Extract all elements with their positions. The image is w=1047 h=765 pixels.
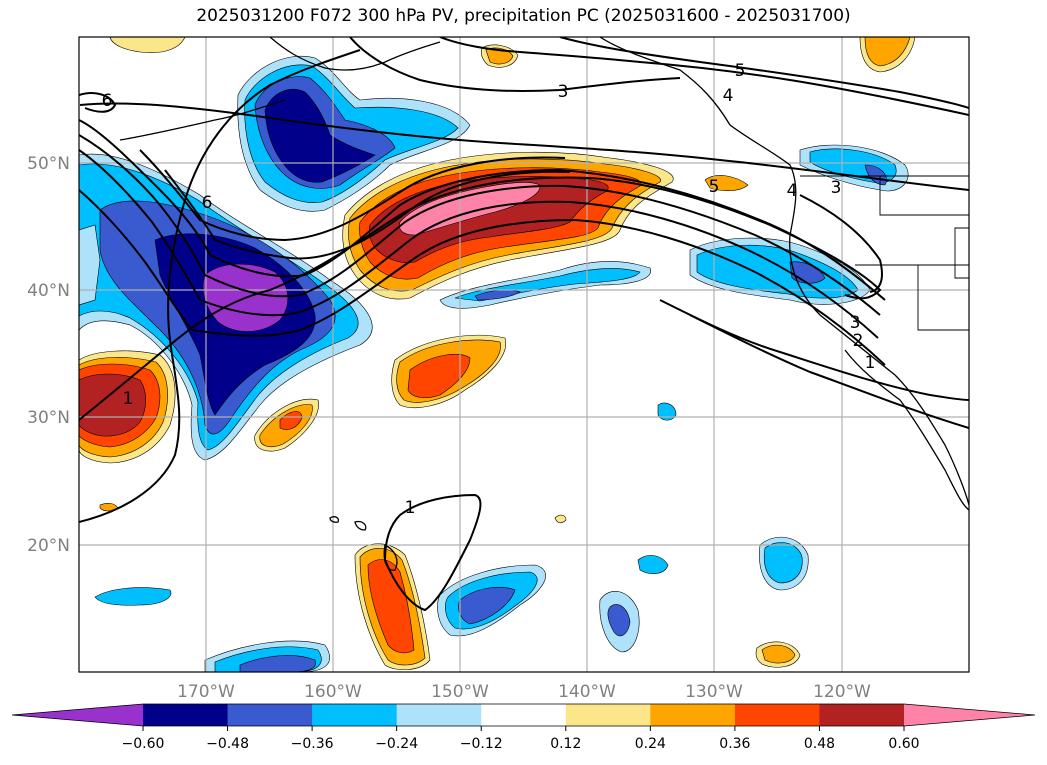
pv-contour-14 [659,299,969,401]
pv-label: 6 [102,91,113,111]
baja-coast [844,349,969,511]
colorbar-swatch [227,704,313,726]
longitude-labels: 170°W 160°W 150°W 140°W 130°W 120°W [177,682,871,702]
lon-label: 160°W [304,682,362,702]
pv-contour-1 [79,49,361,523]
lat-label: 20°N [27,536,70,556]
colorbar-extend-max [904,704,1035,726]
hawaii-island-small-2 [354,520,367,531]
pv-contour-3 [79,119,886,301]
lon-label: 150°W [431,682,489,702]
lon-label: 130°W [685,682,743,702]
negative-anomaly-aleutian-l4 [264,89,376,183]
colorbar-tick-label: 0.12 [550,736,581,752]
colorbar-swatch [312,704,398,726]
colorbar-swatch [143,704,229,726]
pv-contour-10 [349,37,681,92]
pv-label: 6 [202,193,213,213]
hawaii-island-small-1 [329,516,340,523]
pv-contour-15 [689,314,969,429]
pv-contour-12 [559,37,969,109]
pv-label: 2 [853,331,864,351]
gridlines [79,37,969,672]
pv-contour-2 [79,176,882,421]
colorbar-tick-label: 0.48 [804,736,835,752]
pv-contour-labels: 1 1 1 2 3 3 3 4 4 5 5 6 6 [102,61,876,518]
pv-label: 1 [865,353,876,373]
political-borders [800,175,969,331]
pv-contour-17 [383,493,482,612]
negative-anomaly-blob-3-l2 [607,604,631,637]
positive-anomaly-central-l3 [407,353,471,399]
colorbar-tick-label: −0.60 [122,736,165,752]
pv-label: 3 [850,313,861,333]
pv-contour-6 [79,189,886,366]
lon-label: 120°W [813,682,871,702]
lat-label: 30°N [27,408,70,428]
colorbar-swatch [481,704,567,726]
colorbar-swatch [396,704,482,726]
negative-anomaly-blob-5 [637,555,669,574]
colorbar-swatch [650,704,736,726]
map-frame [78,36,970,673]
positive-anomaly-southwest-l4 [79,373,146,437]
alaska-coast [269,37,441,71]
colorbar-tick-label: 0.24 [635,736,666,752]
pv-contour-16 [799,194,883,293]
precip-pc-filled-contours [79,37,916,672]
pv-contour-11 [439,37,969,116]
negative-anomaly-blob-7 [657,402,677,421]
positive-anomaly-top-1 [109,37,186,53]
positive-anomaly-top-3-l2 [864,37,911,67]
positive-anomaly-small-5 [554,514,567,524]
lat-label: 50°N [27,154,70,174]
pv-label: 5 [735,61,746,81]
negative-anomaly-blob-1 [94,587,172,606]
colorbar: −0.60 −0.48 −0.36 −0.24 −0.12 0.12 0.24 0.36 0.4… [11,703,1036,752]
state-borders [855,176,969,331]
lon-label: 140°W [558,682,616,702]
positive-anomaly-small-1-l3 [279,411,303,430]
pv-label: 1 [123,389,134,409]
pv-contour-13 [79,102,969,191]
pv-contour-9 [79,92,117,113]
pv-contour-8 [139,149,566,242]
latitude-labels: 50°N 40°N 30°N 20°N [27,154,70,556]
pv-contour-4 [79,134,881,316]
colorbar-tick-label: −0.36 [291,736,334,752]
pv-contour-7 [164,169,571,260]
pv-contours [79,37,969,612]
lon-label: 170°W [177,682,235,702]
page-title: 2025031200 F072 300 hPa PV, precipitatio… [196,6,851,26]
colorbar-tick-label: 0.36 [719,736,750,752]
positive-anomaly-top-2-l2 [485,47,514,65]
colorbar-tick-label: −0.48 [206,736,249,752]
negative-anomaly-blob-8 [79,224,101,306]
pv-label: 1 [405,498,416,518]
pv-label: 5 [709,177,720,197]
colorbar-tick-label: −0.24 [375,736,418,752]
colorbar-swatch [734,704,820,726]
map-plot-area: 1 1 1 2 3 3 3 4 4 5 5 6 6 [79,37,969,672]
negative-anomaly-blob-4-l2 [763,542,803,584]
pv-label: 3 [831,178,842,198]
pv-contour-5 [79,149,879,339]
aleutian-islands [119,99,286,141]
positive-anomaly-hawaii-l3 [367,559,415,654]
pv-label: 3 [558,82,569,102]
colorbar-tick-label: 0.60 [888,736,919,752]
colorbar-swatch [565,704,651,726]
pv-label: 4 [787,181,798,201]
colorbar-tick-label: −0.12 [460,736,503,752]
positive-anomaly-small-3-l2 [761,644,796,664]
colorbar-extend-min [12,704,143,726]
negative-anomaly-midpacific-l3 [474,289,521,301]
lat-label: 40°N [27,281,70,301]
pv-label: 4 [723,86,734,106]
positive-anomaly-small-2 [704,175,749,191]
colorbar-swatch [819,704,905,726]
